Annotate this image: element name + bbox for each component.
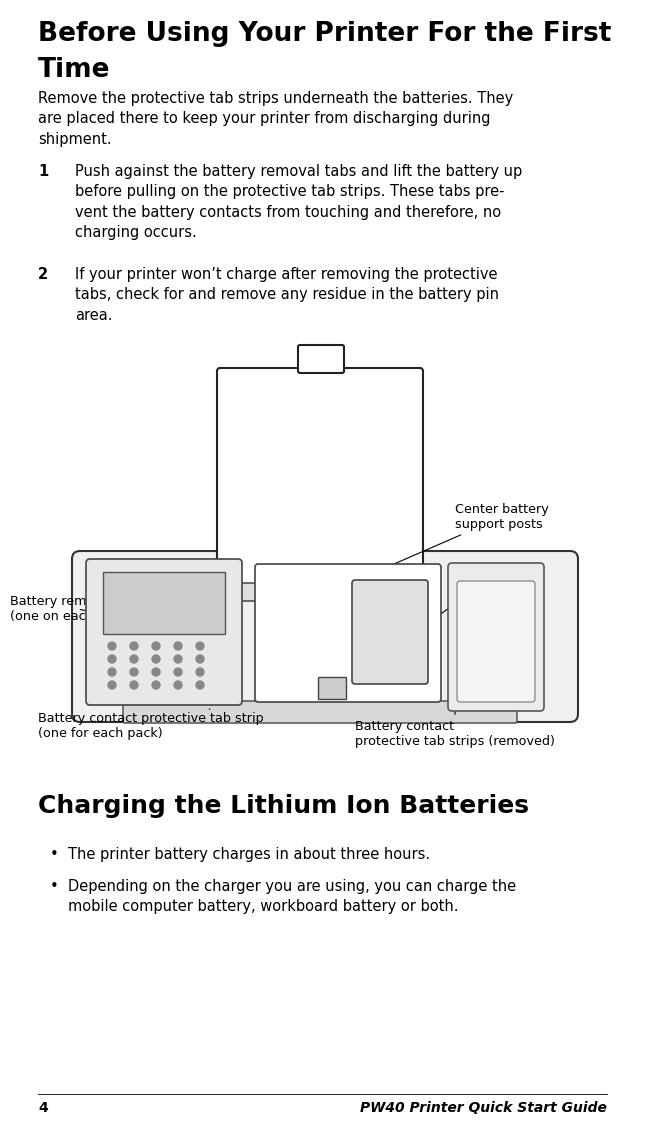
Circle shape <box>130 668 138 676</box>
Text: Battery removal tabs
(one on each side): Battery removal tabs (one on each side) <box>10 595 145 623</box>
Circle shape <box>196 668 204 676</box>
Circle shape <box>152 668 160 676</box>
Text: 4: 4 <box>38 1101 48 1115</box>
Circle shape <box>152 655 160 663</box>
Circle shape <box>152 642 160 650</box>
Text: If your printer won’t charge after removing the protective
tabs, check for and r: If your printer won’t charge after remov… <box>75 266 499 323</box>
Circle shape <box>108 681 116 689</box>
Text: The printer battery charges in about three hours.: The printer battery charges in about thr… <box>68 847 430 863</box>
Circle shape <box>196 681 204 689</box>
Circle shape <box>130 681 138 689</box>
Text: PW40 Printer Quick Start Guide: PW40 Printer Quick Start Guide <box>360 1101 607 1115</box>
Text: Push against the battery removal tabs and lift the battery up
before pulling on : Push against the battery removal tabs an… <box>75 164 522 240</box>
FancyBboxPatch shape <box>448 563 544 711</box>
Bar <box>318 677 346 699</box>
FancyBboxPatch shape <box>72 551 578 723</box>
Text: 1: 1 <box>38 164 48 180</box>
Text: Time: Time <box>38 56 110 84</box>
Circle shape <box>108 668 116 676</box>
Text: 2: 2 <box>38 266 48 282</box>
Text: Charging the Lithium Ion Batteries: Charging the Lithium Ion Batteries <box>38 794 529 819</box>
Circle shape <box>174 668 182 676</box>
Text: Before Using Your Printer For the First: Before Using Your Printer For the First <box>38 21 611 47</box>
Circle shape <box>130 642 138 650</box>
Circle shape <box>108 642 116 650</box>
Circle shape <box>196 655 204 663</box>
Text: Battery contact protective tab strip
(one for each pack): Battery contact protective tab strip (on… <box>38 709 264 739</box>
FancyBboxPatch shape <box>217 368 423 594</box>
Bar <box>103 572 225 634</box>
FancyBboxPatch shape <box>298 345 344 373</box>
FancyBboxPatch shape <box>457 581 535 702</box>
Circle shape <box>174 642 182 650</box>
Text: •: • <box>50 847 59 863</box>
Text: Remove the protective tab strips underneath the batteries. They
are placed there: Remove the protective tab strips underne… <box>38 91 513 147</box>
Circle shape <box>108 655 116 663</box>
FancyBboxPatch shape <box>352 580 428 684</box>
Text: •: • <box>50 879 59 894</box>
Circle shape <box>196 642 204 650</box>
Text: Battery pack: Battery pack <box>422 568 537 628</box>
Circle shape <box>174 655 182 663</box>
Circle shape <box>152 681 160 689</box>
FancyBboxPatch shape <box>123 701 517 723</box>
FancyBboxPatch shape <box>255 564 441 702</box>
FancyBboxPatch shape <box>86 559 242 704</box>
Circle shape <box>130 655 138 663</box>
FancyBboxPatch shape <box>213 583 427 601</box>
Text: Battery contact
protective tab strips (removed): Battery contact protective tab strips (r… <box>355 711 555 749</box>
Circle shape <box>174 681 182 689</box>
Text: Center battery
support posts: Center battery support posts <box>357 504 549 580</box>
Text: Depending on the charger you are using, you can charge the
mobile computer batte: Depending on the charger you are using, … <box>68 879 516 914</box>
